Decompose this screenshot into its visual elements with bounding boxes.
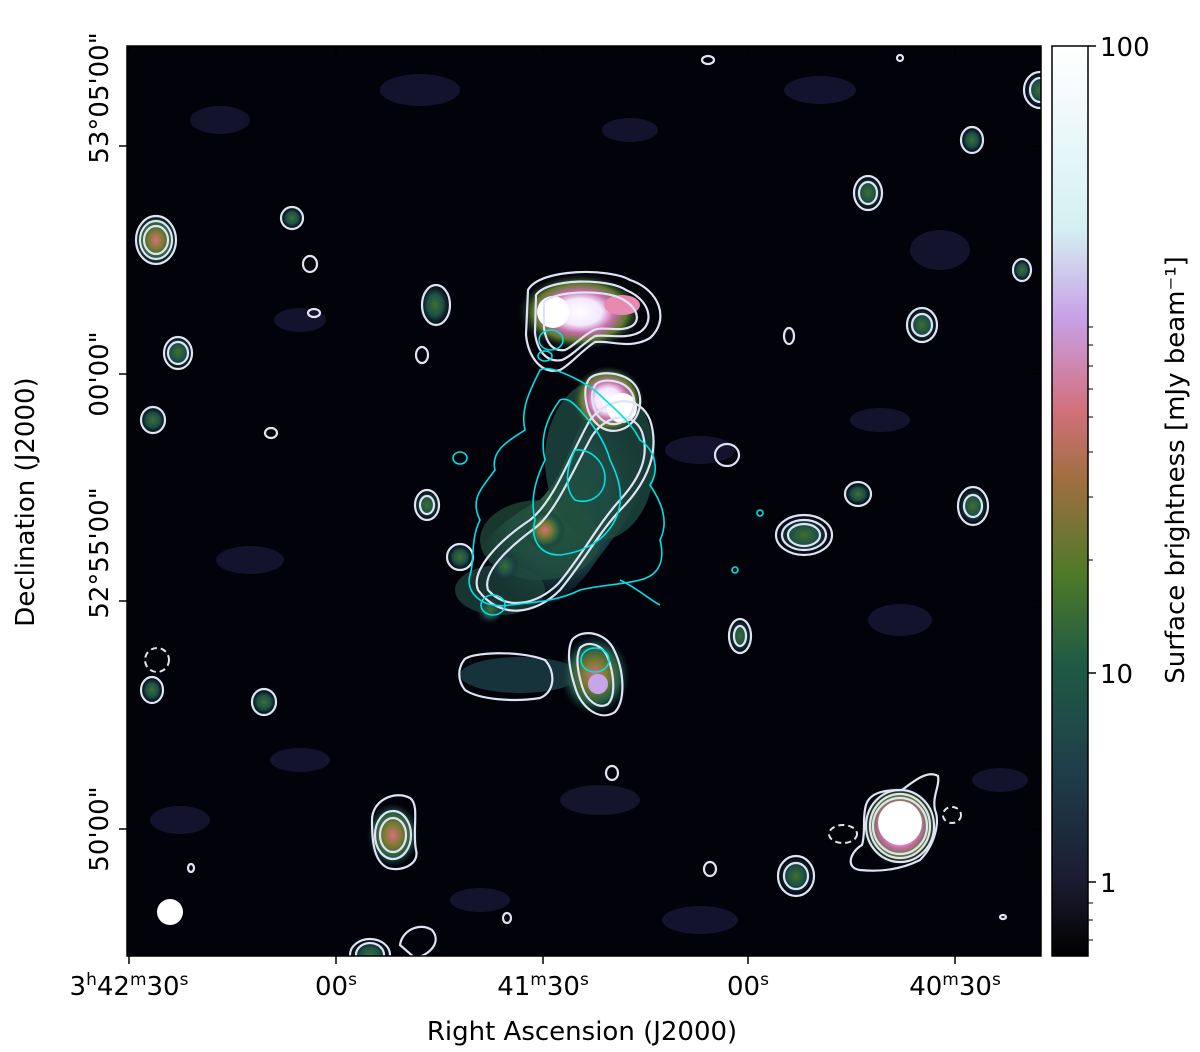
y-axis-title: Declination (J2000) <box>11 377 41 626</box>
map-panel <box>127 46 1041 956</box>
radio-contours <box>134 53 1041 956</box>
y-tick-label-4: 50'00" <box>85 786 115 871</box>
plot-frame <box>126 45 1042 957</box>
colorbar: 100 10 1 Surface brightness [mJy beam⁻¹] <box>1051 33 1191 957</box>
x-tick-label-1: 3h42m30s <box>70 970 189 1002</box>
x-tick-label-4: 00s <box>727 970 769 1002</box>
x-tick-label-2: 00s <box>315 970 357 1002</box>
y-tick-label-2: 00'00" <box>85 331 115 416</box>
y-tick-label-1: 53°05'00" <box>85 32 115 163</box>
y-tick-label-3: 52°55'00" <box>85 487 115 618</box>
negative-contours <box>144 647 962 844</box>
x-axis-ticks <box>128 46 956 964</box>
colorbar-tick-1: 1 <box>1100 869 1117 899</box>
colorbar-tick-10: 10 <box>1100 660 1133 690</box>
y-axis-ticks <box>119 145 1041 830</box>
colorbar-tick-100: 100 <box>1100 33 1150 63</box>
colorbar-label: Surface brightness [mJy beam⁻¹] <box>1161 256 1191 684</box>
faint-sources <box>139 72 1041 956</box>
beam-ellipse <box>157 899 183 925</box>
xray-contours <box>452 329 764 673</box>
x-axis-title: Right Ascension (J2000) <box>427 1017 737 1047</box>
background-noise <box>150 74 1028 934</box>
x-tick-label-3: 41m30s <box>497 970 589 1002</box>
x-tick-label-5: 40m30s <box>909 970 1001 1002</box>
